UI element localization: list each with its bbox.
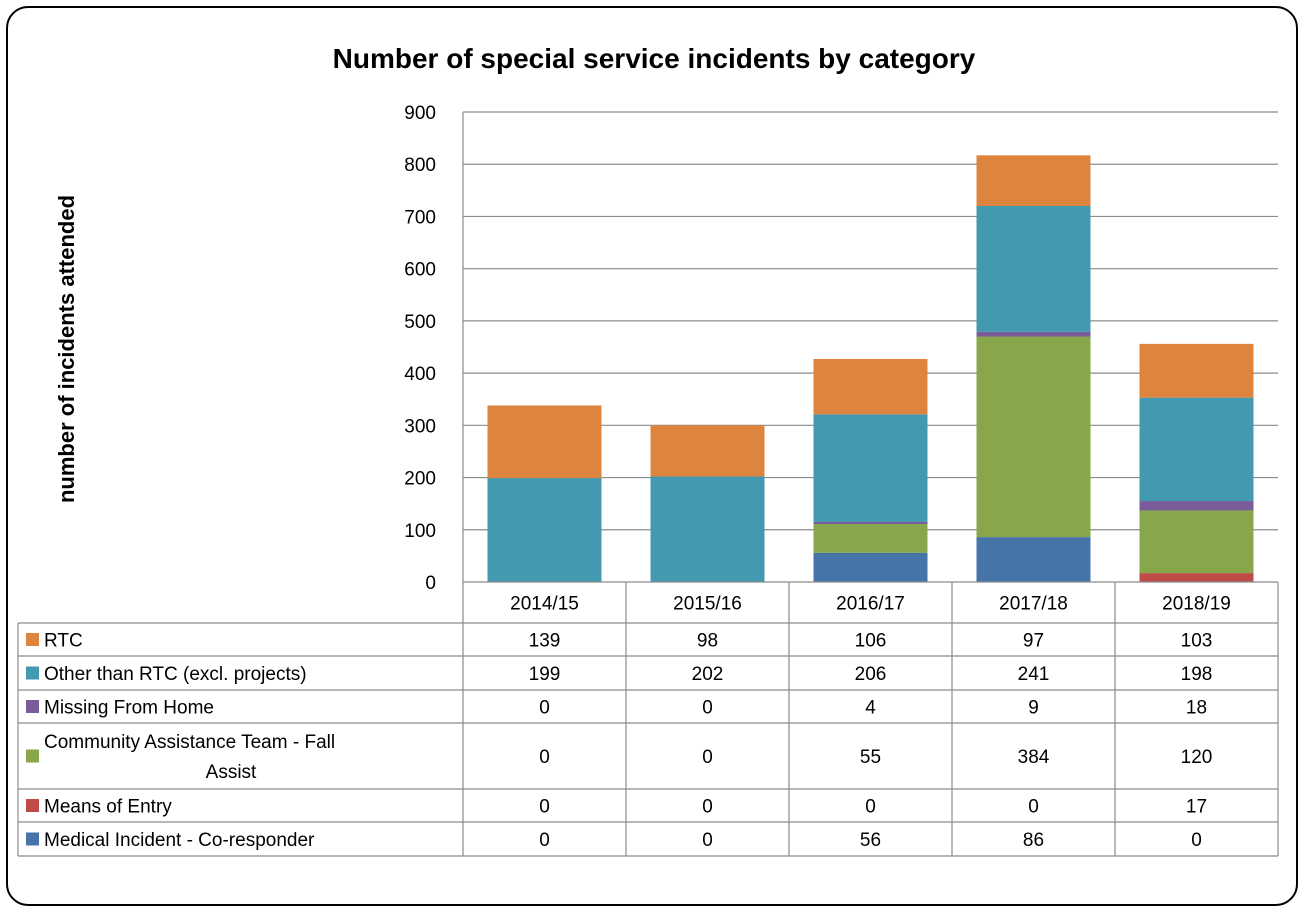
bar-segment: [650, 425, 765, 477]
table-cell-value: 199: [529, 664, 561, 685]
bar-segment: [650, 476, 765, 582]
table-cell-value: 0: [539, 698, 550, 719]
category-label: 2018/19: [1162, 594, 1231, 615]
bar-segment: [813, 359, 928, 415]
table-cell-value: 17: [1186, 797, 1207, 818]
y-axis-label: number of incidents attended: [54, 195, 79, 503]
table-cell-value: 106: [855, 631, 887, 652]
category-label: 2017/18: [999, 594, 1068, 615]
legend-key: [26, 749, 39, 763]
table-cell-value: 18: [1186, 698, 1207, 719]
bar-segment: [1139, 343, 1254, 398]
bar-segment: [1139, 397, 1254, 502]
table-cell-value: 0: [539, 797, 550, 818]
bar-segment: [976, 206, 1091, 332]
series-label: Missing From Home: [44, 698, 214, 719]
table-cell-value: 384: [1018, 747, 1050, 768]
table-cell-value: 103: [1181, 631, 1213, 652]
table-cell-value: 86: [1023, 830, 1044, 851]
series-label: Means of Entry: [44, 797, 172, 818]
legend-key: [26, 700, 39, 713]
y-tick-label: 600: [404, 260, 436, 281]
y-tick-label: 700: [404, 207, 436, 228]
table-cell-value: 9: [1028, 698, 1039, 719]
y-axis-ticks: 0 100 200 300 400 500 600 700 800 900: [404, 103, 436, 594]
legend-key: [26, 633, 39, 646]
y-tick-label: 900: [404, 103, 436, 124]
category-label: 2015/16: [673, 594, 742, 615]
series-label: Community Assistance Team - Fall Assist: [44, 732, 335, 783]
chart-title: Number of special service incidents by c…: [333, 43, 976, 74]
table-cell-value: 0: [539, 830, 550, 851]
bar-segment: [487, 405, 602, 479]
table-cell-value: 0: [539, 747, 550, 768]
table-cell-value: 0: [865, 797, 876, 818]
y-tick-label: 100: [404, 521, 436, 542]
y-tick-label: 500: [404, 312, 436, 333]
table-cell-value: 0: [702, 747, 713, 768]
table-cell-value: 241: [1018, 664, 1050, 685]
bar-segment: [1139, 573, 1254, 582]
table-cell-value: 202: [692, 664, 724, 685]
bar-segment: [976, 336, 1091, 538]
table-cell-value: 56: [860, 830, 881, 851]
table-cell-value: 55: [860, 747, 881, 768]
y-tick-label: 0: [425, 573, 436, 594]
table-cell-value: 0: [702, 830, 713, 851]
series-label: Other than RTC (excl. projects): [44, 664, 307, 685]
bars: [487, 155, 1254, 582]
table-cell-value: 98: [697, 631, 718, 652]
category-label: 2016/17: [836, 594, 905, 615]
table-cell-value: 139: [529, 631, 561, 652]
bar-segment: [1139, 510, 1254, 574]
table-cell-value: 0: [702, 698, 713, 719]
bar-segment: [813, 524, 928, 553]
bar-segment: [976, 155, 1091, 206]
table-cell-value: 198: [1181, 664, 1213, 685]
y-tick-label: 200: [404, 469, 436, 490]
table-cell-value: 97: [1023, 631, 1044, 652]
y-tick-label: 400: [404, 364, 436, 385]
table-cell-value: 4: [865, 698, 876, 719]
table-cell-value: 0: [1191, 830, 1202, 851]
bar-segment: [813, 414, 928, 522]
bar-segment: [813, 552, 928, 582]
legend-key: [26, 832, 39, 846]
y-tick-label: 300: [404, 416, 436, 437]
table-cell-value: 206: [855, 664, 887, 685]
table-cell-value: 120: [1181, 747, 1213, 768]
bar-segment: [487, 478, 602, 582]
category-label: 2014/15: [510, 594, 579, 615]
bar-segment: [813, 521, 928, 525]
bar-segment: [976, 537, 1091, 582]
table-cell-value: 0: [702, 797, 713, 818]
bar-segment: [1139, 501, 1254, 511]
series-label: Medical Incident - Co-responder: [44, 830, 315, 851]
table-cell-value: 0: [1028, 797, 1039, 818]
legend-key: [26, 799, 39, 812]
series-label: RTC: [44, 631, 83, 652]
y-tick-label: 800: [404, 155, 436, 176]
bar-segment: [976, 331, 1091, 337]
legend-key: [26, 666, 39, 680]
data-table: 2014/15 2015/16 2016/17 2017/18 2018/19 RTC 13…: [17, 581, 1279, 857]
